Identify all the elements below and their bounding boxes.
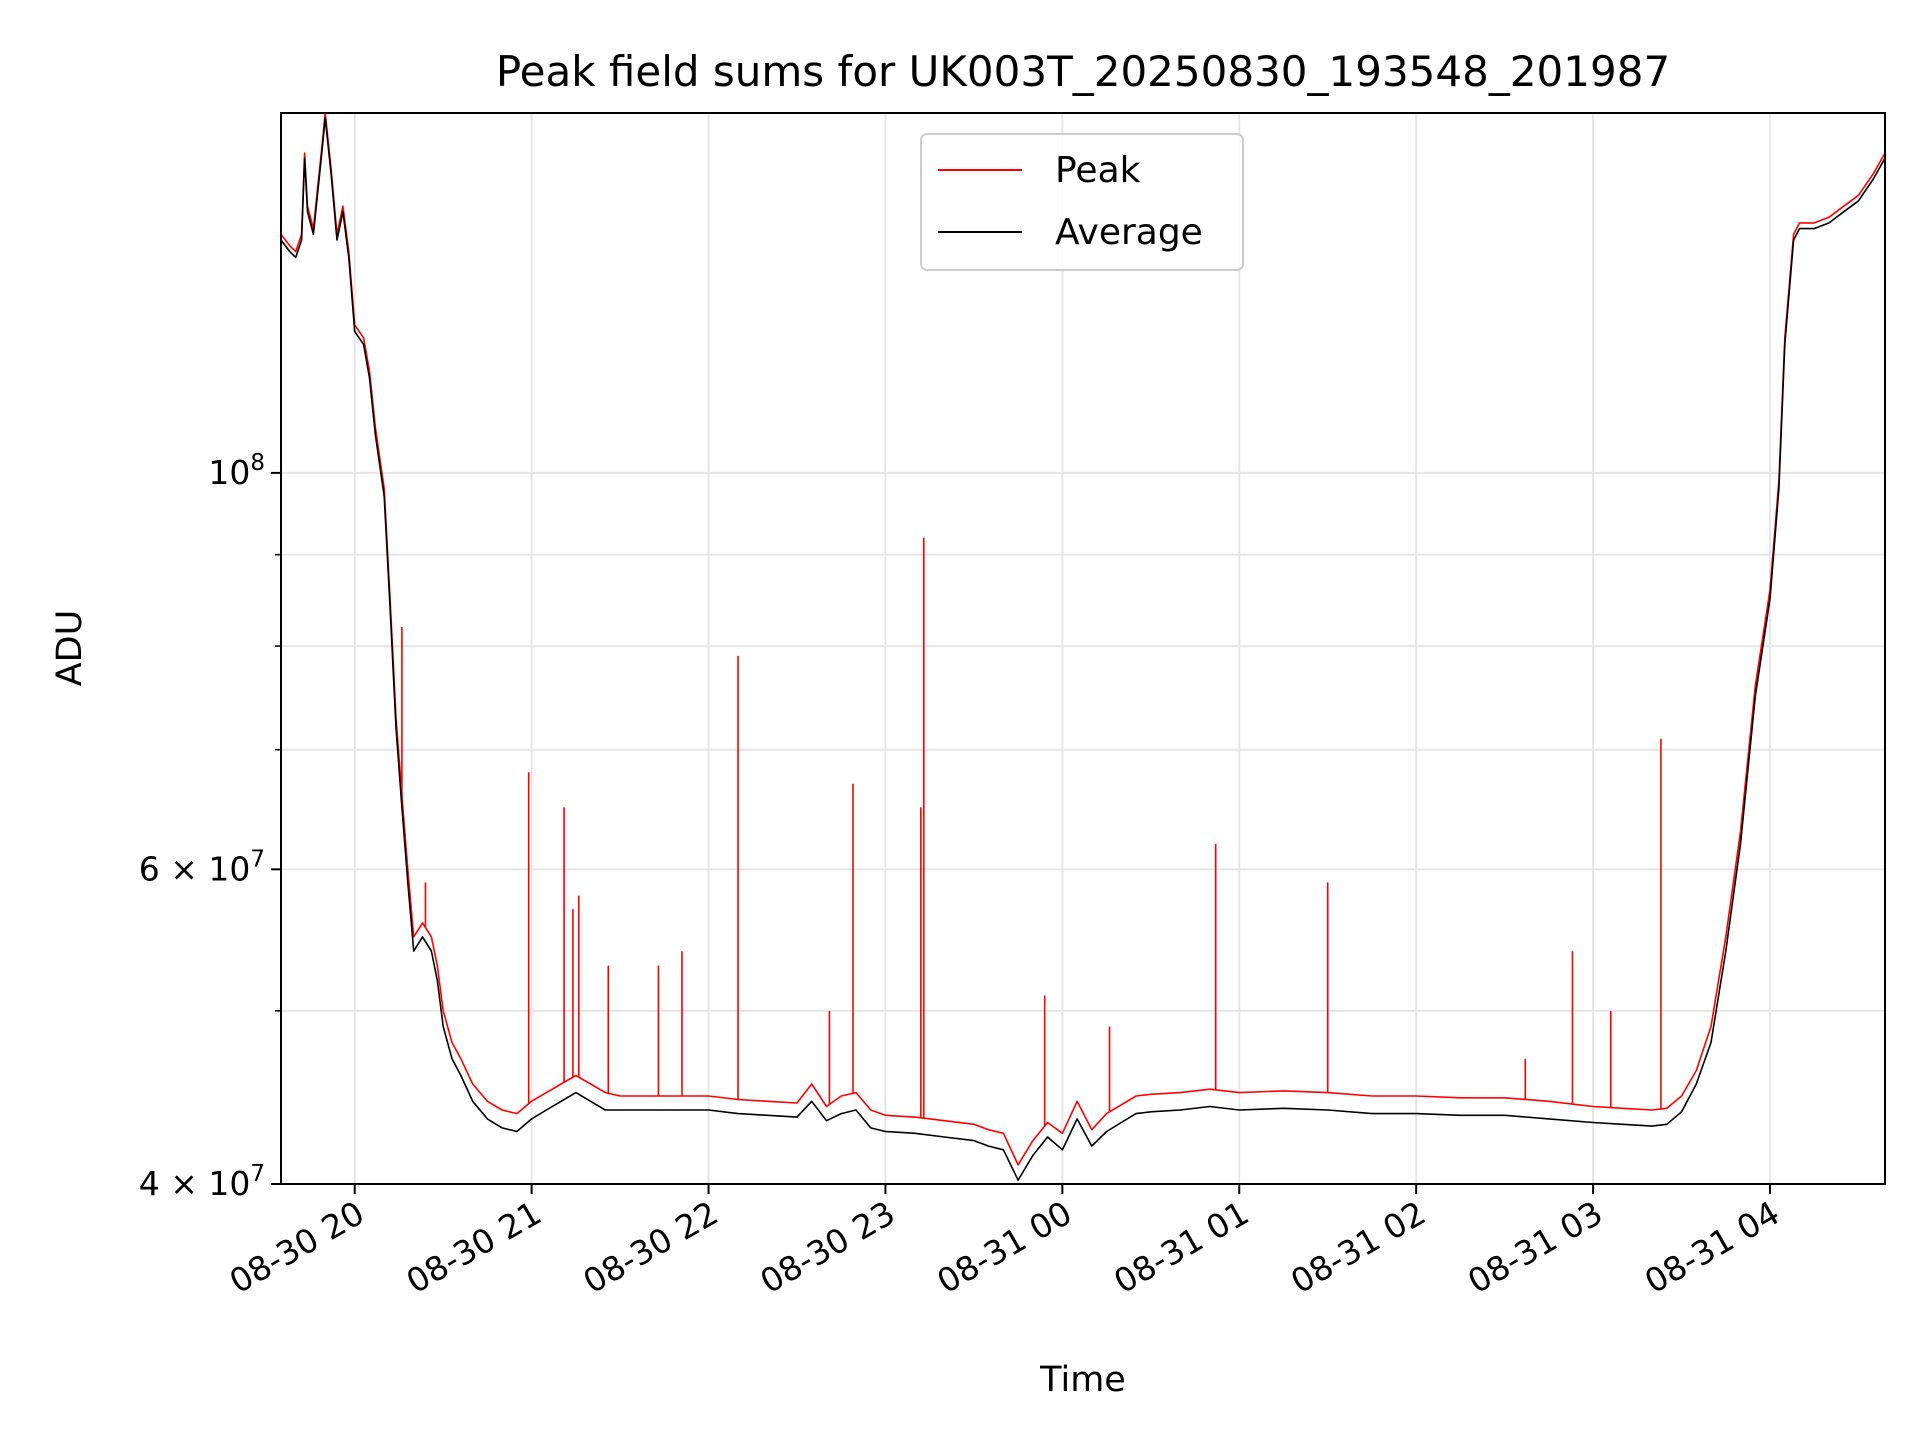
plot-frame: [280, 112, 1886, 1185]
legend: Peak Average: [920, 133, 1244, 271]
legend-box: [920, 133, 1244, 271]
y-tick-label: 4 × 107: [139, 1161, 265, 1203]
x-axis-label: Time: [1039, 1360, 1126, 1400]
chart-title: Peak field sums for UK003T_20250830_1935…: [496, 47, 1670, 96]
y-axis-label: ADU: [50, 610, 90, 687]
y-tick-label: 6 × 107: [139, 846, 265, 888]
y-tick-label: 108: [208, 450, 265, 492]
series-layer: [281, 113, 1885, 1181]
legend-label-peak: Peak: [1055, 150, 1141, 191]
series-line-peak: [281, 113, 1885, 1166]
legend-label-average: Average: [1055, 212, 1203, 253]
y-axis: 108 6 × 107 4 × 107: [139, 450, 281, 1203]
series-line-average: [281, 117, 1885, 1181]
grid-lines: [281, 113, 1885, 1185]
